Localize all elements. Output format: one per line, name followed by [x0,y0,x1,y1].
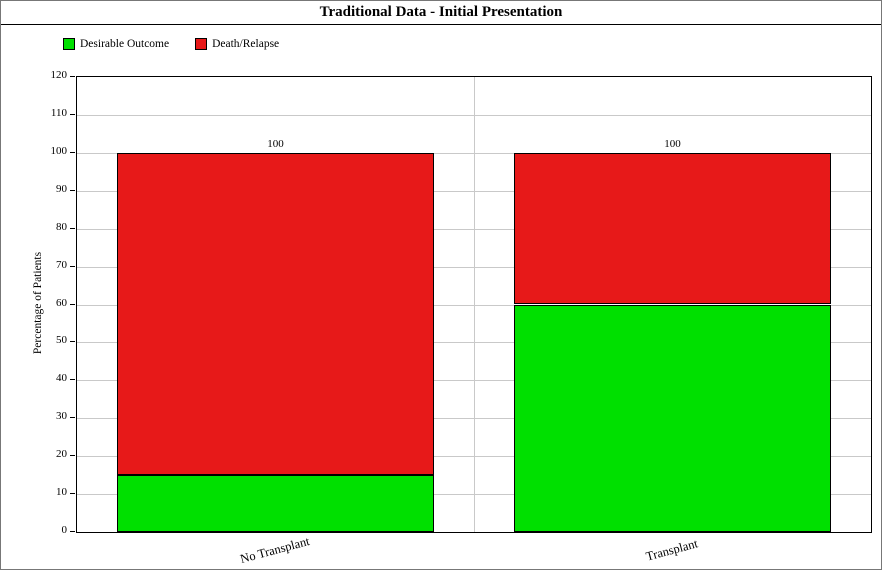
y-tick [70,76,75,77]
y-tick-label: 80 [56,220,67,233]
plot-area: 100 100 [76,76,872,533]
y-tick-label: 50 [56,334,67,347]
y-tick [70,113,75,115]
y-tick [70,227,75,229]
y-tick [70,531,75,532]
y-tick [70,303,75,305]
y-tick-label: 10 [56,486,67,499]
bar-total-label: 100 [664,137,681,150]
gridline-vertical [474,77,475,532]
y-tick [70,265,75,267]
legend-swatch [195,38,208,50]
y-tick-label: 40 [56,372,67,385]
y-tick [70,189,75,191]
bar-segment [116,475,435,532]
y-tick-label: 0 [61,524,68,536]
x-category-label: Transplant [643,536,699,564]
y-tick-label: 30 [56,410,67,423]
y-tick-label: 120 [50,69,68,81]
y-tick-label: 110 [50,106,67,119]
y-tick [70,493,75,495]
legend: Desirable Outcome Death/Relapse [63,38,279,50]
legend-item: Desirable Outcome [63,38,169,50]
chart-title: Traditional Data - Initial Presentation [1,1,881,25]
y-tick [70,417,75,419]
legend-label: Death/Relapse [212,38,280,50]
y-tick [70,455,75,457]
y-tick [70,341,75,343]
bar-segment [513,152,832,305]
y-tick-label: 100 [50,144,68,157]
legend-item: Death/Relapse [195,38,279,50]
bar-segment [513,304,832,532]
y-tick-label: 60 [56,296,67,309]
legend-swatch [63,38,75,50]
legend-label: Desirable Outcome [80,38,170,50]
y-tick [70,151,75,153]
bar-segment [116,152,435,476]
bar-total-label: 100 [267,137,284,150]
y-tick-label: 90 [56,182,67,195]
y-tick-label: 70 [56,258,67,271]
x-category-label: No Transplant [238,534,311,566]
y-tick [70,379,75,381]
y-tick-label: 20 [56,448,67,461]
